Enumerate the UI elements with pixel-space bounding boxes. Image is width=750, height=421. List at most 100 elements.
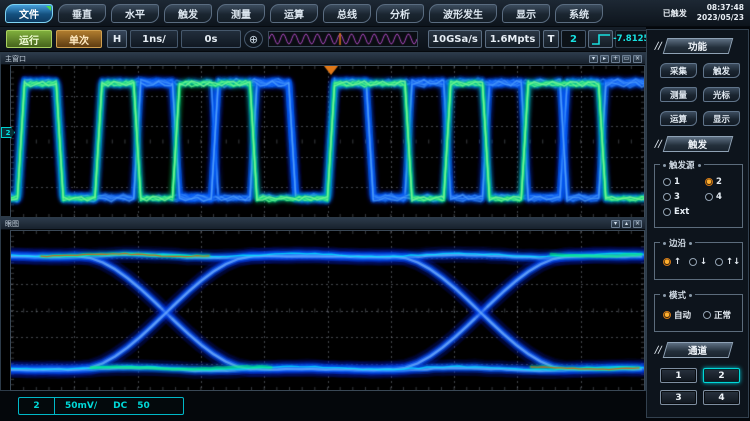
channel-button-2[interactable]: 2 (703, 368, 740, 383)
channel-button-4[interactable]: 4 (703, 390, 740, 405)
menu-item-trigger[interactable]: 触发 (164, 3, 212, 23)
eye-diagram-canvas[interactable] (10, 230, 645, 391)
menu-item-math[interactable]: 运算 (270, 3, 318, 23)
source-option-2[interactable]: 2 (705, 177, 722, 187)
vertical-scale: 50mV/ (65, 401, 98, 411)
trigger-status-label: 已触发 (662, 8, 687, 18)
source-option-ext[interactable]: Ext (663, 207, 689, 217)
horizontal-button[interactable]: H (107, 30, 127, 48)
main-window-title: 主窗口 (5, 54, 26, 63)
mode-option-normal[interactable]: 正常 (703, 309, 731, 321)
channel-number: 2 (19, 398, 55, 414)
radio-icon (703, 311, 711, 319)
eye-window-title: 眼图 (5, 219, 19, 228)
main-waveform-window: 主窗口 ▾ ▸ + ▭ × 2 (0, 52, 646, 218)
edge-label: 边沿 (660, 237, 696, 249)
source-option-4[interactable]: 4 (705, 192, 722, 202)
clock: 08:37:48 2023/05/23 (697, 3, 744, 23)
channel-button-1[interactable]: 1 (660, 368, 697, 383)
close-icon[interactable]: × (633, 54, 642, 63)
zoom-in-icon[interactable]: + (611, 54, 620, 63)
coupling-mode: DC (113, 401, 128, 411)
radio-icon (705, 178, 713, 186)
clock-time: 08:37:48 (706, 2, 744, 12)
menu-item-horizontal[interactable]: 水平 (111, 3, 159, 23)
trigger-edge-group: 边沿 ↑ ↓ ↑↓ (654, 237, 743, 280)
close-icon[interactable]: × (633, 219, 642, 228)
source-option-1[interactable]: 1 (663, 177, 680, 187)
eye-diagram-window: 眼图 ▾ ▴ × (0, 217, 646, 391)
minimize-icon[interactable]: ▭ (622, 54, 631, 63)
expand-icon[interactable]: ▸ (600, 54, 609, 63)
run-button[interactable]: 运行 (6, 30, 52, 48)
horizontal-offset-field[interactable]: 0s (181, 30, 241, 48)
radio-icon (663, 208, 671, 216)
section-slash-icon: ∕∕ (654, 138, 662, 150)
main-window-titlebar: 主窗口 ▾ ▸ + ▭ × (1, 53, 645, 65)
section-slash-icon: ∕∕ (654, 40, 662, 52)
menu-item-display[interactable]: 显示 (502, 3, 550, 23)
panel-button-cursor[interactable]: 光标 (703, 87, 740, 102)
bottom-status-bar: 2 50mV/ DC 50 (0, 392, 646, 421)
function-section-header[interactable]: ∕∕ 功能 (655, 38, 733, 54)
zoom-icon[interactable]: ⊕ (244, 30, 263, 48)
single-button[interactable]: 单次 (56, 30, 102, 48)
rising-edge-icon[interactable] (588, 30, 613, 48)
channel-button-3[interactable]: 3 (660, 390, 697, 405)
panel-button-display[interactable]: 显示 (703, 111, 740, 126)
panel-button-measure[interactable]: 测量 (660, 87, 697, 102)
channel-2-info-badge[interactable]: 2 50mV/ DC 50 (18, 397, 184, 415)
panel-button-math[interactable]: 运算 (660, 111, 697, 126)
waveform-overview-strip[interactable] (268, 31, 418, 47)
trigger-mode-group: 模式 自动 正常 (654, 289, 743, 332)
menu-item-bus[interactable]: 总线 (323, 3, 371, 23)
eye-window-titlebar: 眼图 ▾ ▴ × (1, 218, 645, 230)
menu-item-wavegen[interactable]: 波形发生 (429, 3, 497, 23)
mode-option-auto[interactable]: 自动 (663, 309, 691, 321)
radio-icon (663, 193, 671, 201)
restore-icon[interactable]: ▴ (622, 219, 631, 228)
channel-section-header[interactable]: ∕∕ 通道 (655, 342, 733, 358)
channel-header-label: 通道 (687, 346, 707, 357)
trigger-header-label: 触发 (687, 140, 707, 151)
menu-item-system[interactable]: 系统 (555, 3, 603, 23)
eye-window-controls: ▾ ▴ × (611, 219, 645, 228)
radio-icon (663, 311, 671, 319)
menu-item-measure[interactable]: 测量 (217, 3, 265, 23)
radio-icon (689, 258, 697, 266)
trigger-source-display[interactable]: 2 (561, 30, 586, 48)
trigger-section-header[interactable]: ∕∕ 触发 (655, 136, 733, 152)
radio-icon (663, 178, 671, 186)
menu-item-vertical[interactable]: 垂直 (58, 3, 106, 23)
collapse-icon[interactable]: ▾ (611, 219, 620, 228)
acquisition-toolbar: 运行 单次 H 1ns/ 0s ⊕ 10GSa/s 1.6Mpts T 2 -7… (0, 27, 665, 52)
trigger-source-label: 触发源 (660, 159, 704, 171)
edge-option-falling[interactable]: ↓ (689, 257, 707, 267)
trigger-t-button[interactable]: T (543, 30, 559, 48)
edge-option-both[interactable]: ↑↓ (715, 257, 740, 267)
trigger-source-group: 触发源 1 2 3 4 Ext (654, 159, 743, 228)
menu-item-file[interactable]: 文件 (5, 3, 53, 23)
collapse-icon[interactable]: ▾ (589, 54, 598, 63)
right-control-panel: ∕∕ 功能 采集 触发 测量 光标 运算 显示 ∕∕ 触发 触发源 1 2 3 … (646, 29, 749, 418)
panel-button-trigger[interactable]: 触发 (703, 63, 740, 78)
radio-icon (663, 258, 671, 266)
section-slash-icon: ∕∕ (654, 344, 662, 356)
function-header-label: 功能 (687, 42, 707, 53)
channel-2-position-marker[interactable]: 2 (1, 127, 15, 138)
overview-waveform-canvas[interactable] (269, 32, 417, 46)
menu-item-analyze[interactable]: 分析 (376, 3, 424, 23)
radio-icon (715, 258, 723, 266)
edge-option-rising[interactable]: ↑ (663, 257, 681, 267)
radio-icon (705, 193, 713, 201)
source-option-3[interactable]: 3 (663, 192, 680, 202)
status-area: 已触发 08:37:48 2023/05/23 (663, 3, 750, 23)
sample-rate-display: 10GSa/s (428, 30, 482, 48)
panel-button-acquire[interactable]: 采集 (660, 63, 697, 78)
mode-label: 模式 (660, 289, 696, 301)
main-window-controls: ▾ ▸ + ▭ × (589, 54, 645, 63)
timebase-button[interactable]: 1ns/ (130, 30, 178, 48)
menu-bar: 文件 垂直 水平 触发 测量 运算 总线 分析 波形发生 显示 系统 已触发 0… (0, 0, 750, 27)
main-waveform-canvas[interactable] (10, 65, 645, 218)
